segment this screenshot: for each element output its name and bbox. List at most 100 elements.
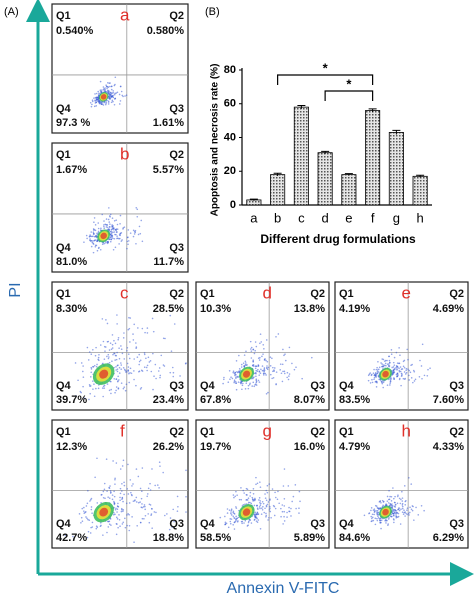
event-dot — [108, 207, 110, 209]
event-dot — [373, 368, 375, 371]
event-dot — [90, 245, 93, 248]
event-dot — [372, 519, 375, 522]
event-dot — [239, 369, 241, 372]
event-dot — [268, 509, 271, 511]
event-dot — [223, 376, 225, 379]
panel-letter: a — [120, 5, 130, 24]
event-dot — [279, 363, 282, 365]
event-dot — [115, 386, 118, 388]
event-dot — [103, 242, 105, 245]
event-dot — [89, 101, 92, 104]
quadrant-name: Q2 — [169, 10, 184, 22]
quadrant-percent: 8.07% — [294, 394, 325, 406]
event-dot — [370, 507, 373, 509]
event-dot — [271, 357, 273, 360]
quadrant-name: Q4 — [200, 380, 216, 392]
event-dot — [232, 371, 235, 374]
event-dot — [394, 506, 397, 508]
event-dot — [403, 378, 406, 380]
event-dot — [376, 380, 378, 383]
event-dot — [179, 375, 181, 377]
event-dot — [93, 221, 95, 224]
event-dot — [253, 513, 255, 516]
event-dot — [111, 99, 114, 102]
event-dot — [139, 521, 142, 524]
event-dot — [107, 520, 110, 523]
event-dot — [116, 351, 118, 354]
event-dot — [405, 512, 407, 515]
event-dot — [259, 372, 262, 375]
event-dot — [111, 494, 114, 496]
event-dot — [85, 234, 88, 237]
event-dot — [113, 231, 116, 233]
quadrant-percent: 4.33% — [433, 441, 464, 453]
event-dot — [389, 382, 391, 384]
event-dot — [153, 375, 155, 377]
event-dot — [116, 370, 119, 373]
quadrant-name: Q2 — [169, 426, 184, 438]
event-dot — [103, 220, 105, 222]
event-dot — [230, 509, 233, 512]
event-dot — [269, 499, 271, 501]
event-dot — [259, 486, 262, 488]
event-dot — [108, 226, 111, 228]
event-dot — [261, 355, 263, 358]
event-dot — [90, 366, 93, 369]
quadrant-percent: 81.0% — [56, 256, 87, 268]
event-dot — [288, 373, 291, 375]
event-dot — [388, 489, 390, 492]
density-core — [100, 94, 107, 100]
event-dot — [78, 513, 81, 515]
event-dot — [233, 521, 236, 524]
event-dot — [97, 356, 100, 359]
event-dot — [280, 507, 282, 510]
event-dot — [283, 372, 286, 375]
event-dot — [255, 379, 258, 382]
event-dot — [103, 387, 106, 389]
event-dot — [280, 372, 283, 375]
event-dot — [130, 491, 132, 494]
panel-letter: e — [402, 283, 411, 302]
event-dot — [380, 502, 382, 504]
quadrant-percent: 23.4% — [153, 394, 184, 406]
event-dot — [376, 369, 379, 371]
event-dot — [401, 507, 404, 510]
event-dot — [111, 217, 114, 219]
event-dot — [311, 356, 313, 359]
event-dot — [246, 488, 249, 491]
event-dot — [235, 382, 237, 385]
event-dot — [110, 236, 112, 239]
event-dot — [298, 512, 300, 514]
bracket — [277, 74, 374, 85]
event-dot — [103, 87, 105, 90]
event-dot — [277, 490, 279, 493]
event-dot — [110, 348, 113, 351]
event-dot — [387, 524, 389, 527]
event-dot — [400, 498, 402, 501]
event-dot — [119, 487, 122, 490]
event-dot — [253, 504, 256, 507]
event-dot — [132, 333, 134, 335]
event-dot — [410, 377, 413, 379]
event-dot — [135, 342, 137, 344]
event-dot — [108, 97, 110, 100]
event-dot — [283, 498, 286, 500]
event-dot — [114, 359, 116, 361]
event-dot — [106, 226, 109, 229]
event-dot — [266, 365, 268, 367]
event-dot — [259, 527, 262, 530]
event-dot — [393, 511, 396, 514]
event-dot — [244, 503, 246, 506]
event-dot — [143, 352, 146, 354]
event-dot — [276, 498, 279, 501]
event-dot — [117, 375, 119, 378]
event-dot — [88, 351, 91, 353]
event-dot — [111, 343, 114, 346]
event-dot — [252, 361, 254, 363]
event-dot — [140, 386, 143, 389]
event-dot — [98, 99, 100, 102]
event-dot — [113, 237, 116, 240]
event-dot — [379, 521, 382, 524]
event-dot — [112, 460, 114, 462]
event-dot — [393, 514, 395, 517]
